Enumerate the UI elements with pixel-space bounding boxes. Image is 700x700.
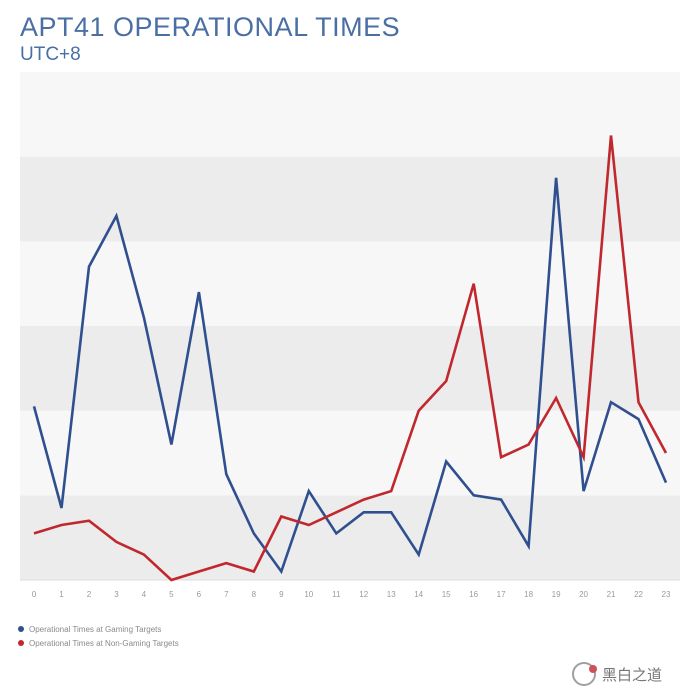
x-tick-label: 4 <box>142 590 147 599</box>
chart-title: APT41 OPERATIONAL TIMES <box>20 12 401 42</box>
x-tick-label: 5 <box>169 590 174 599</box>
legend-item-non-gaming: Operational Times at Non-Gaming Targets <box>18 636 179 650</box>
watermark-text: 黑白之道 <box>602 666 663 684</box>
x-axis-ticks: 0 1 2 3 4 5 6 7 8 9 10 11 12 13 14 15 16 17 18 19 20 21 22 23 <box>32 590 671 599</box>
x-tick-label: 14 <box>414 590 423 599</box>
grid-bands <box>20 72 680 581</box>
x-tick-label: 15 <box>442 590 451 599</box>
grid-band <box>20 72 680 157</box>
legend: Operational Times at Gaming Targets Oper… <box>18 622 179 650</box>
x-tick-label: 18 <box>524 590 533 599</box>
series-lines <box>32 135 668 582</box>
chart-subtitle: UTC+8 <box>20 44 81 65</box>
grid-band <box>20 241 680 326</box>
x-tick-label: 1 <box>59 590 64 599</box>
x-tick-label: 11 <box>332 590 341 599</box>
x-tick-label: 0 <box>32 590 37 599</box>
x-tick-label: 10 <box>304 590 313 599</box>
grid-band <box>20 156 680 242</box>
x-tick-label: 13 <box>387 590 396 599</box>
x-tick-label: 20 <box>579 590 588 599</box>
x-tick-label: 2 <box>87 590 92 599</box>
series-line-gaming <box>32 177 668 575</box>
legend-item-gaming: Operational Times at Gaming Targets <box>18 622 179 636</box>
watermark: 黑白之道 <box>572 662 662 686</box>
x-tick-label: 6 <box>197 590 202 599</box>
x-tick-label: 22 <box>634 590 643 599</box>
x-tick-label: 3 <box>114 590 119 599</box>
x-tick-label: 16 <box>469 590 478 599</box>
series-line-non-gaming <box>33 135 668 582</box>
grid-band <box>20 495 680 580</box>
legend-label-non-gaming: Operational Times at Non-Gaming Targets <box>29 638 179 648</box>
x-tick-label: 12 <box>359 590 368 599</box>
x-tick-label: 21 <box>607 590 616 599</box>
legend-label-gaming: Operational Times at Gaming Targets <box>29 624 162 634</box>
x-tick-label: 8 <box>252 590 257 599</box>
x-tick-label: 17 <box>497 590 506 599</box>
grid-band <box>20 410 680 496</box>
grid-band <box>20 326 680 411</box>
legend-dot-icon <box>18 640 24 646</box>
x-tick-label: 9 <box>279 590 284 599</box>
x-tick-label: 23 <box>662 590 671 599</box>
x-tick-label: 19 <box>552 590 561 599</box>
circle-logo-icon <box>572 662 597 686</box>
x-tick-label: 7 <box>224 590 229 599</box>
legend-dot-icon <box>18 626 24 632</box>
